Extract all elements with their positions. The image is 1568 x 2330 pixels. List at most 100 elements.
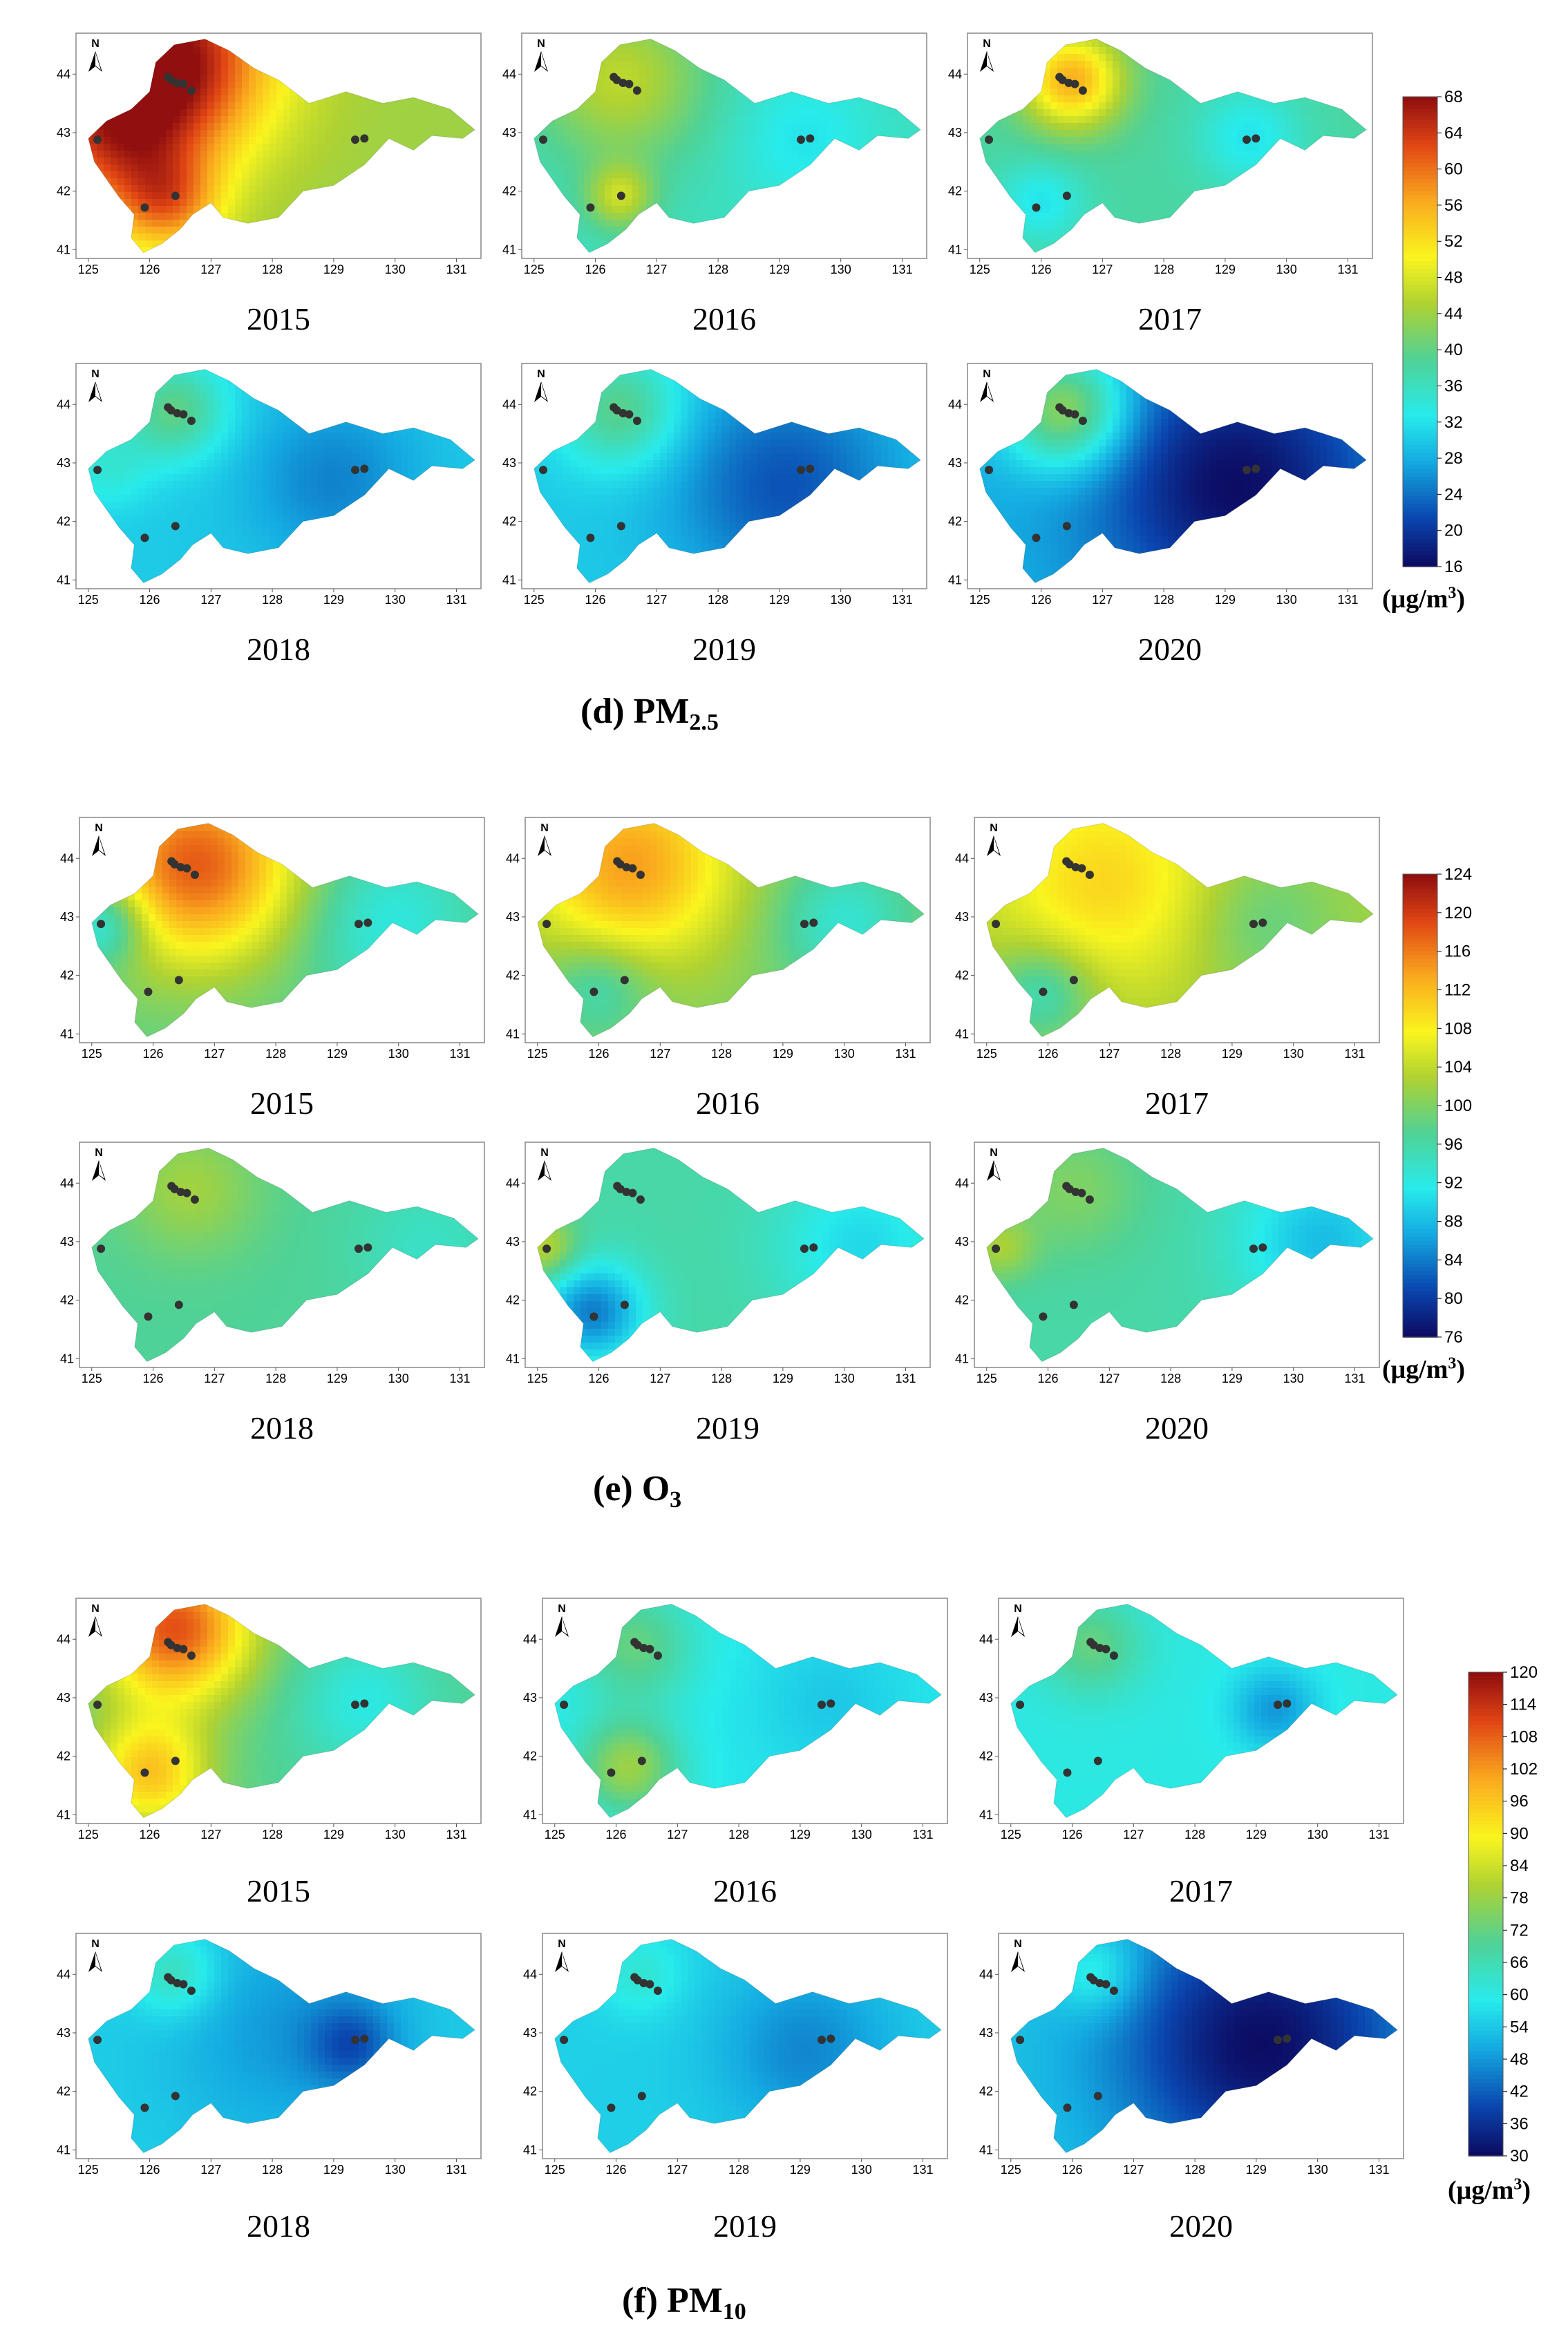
monitoring-station-dot	[992, 920, 1001, 929]
monitoring-station-dot	[173, 78, 182, 87]
section-title-e: (e) O3	[593, 1468, 681, 1513]
year-label-e-2019: 2019	[624, 1410, 831, 1446]
colorbar-tick-label: 40	[1444, 341, 1463, 359]
monitoring-station-dot	[1095, 1978, 1104, 1987]
colorbar-tick-label: 16	[1444, 558, 1463, 576]
y-tick-label: 43	[502, 126, 516, 140]
colorbar-tick-label: 120	[1510, 1663, 1538, 1682]
unit-label-f: (μg/m3)	[1448, 2175, 1531, 2206]
x-tick-label: 130	[1276, 263, 1297, 276]
year-label-f-2017: 2017	[1097, 1873, 1305, 1909]
monitoring-station-dot	[350, 135, 359, 144]
monitoring-station-dot	[560, 2036, 569, 2045]
x-tick-label: 127	[1123, 2163, 1144, 2177]
x-tick-label: 125	[976, 1372, 997, 1385]
monitoring-station-dot	[144, 987, 153, 996]
map-panel-d-2017: N 125 126 127 128 129 130 131 44 43 42 41	[948, 32, 1373, 276]
y-tick-label: 41	[955, 1352, 969, 1365]
monitoring-station-dot	[360, 134, 369, 143]
colorbar-tick-label: 24	[1444, 485, 1463, 504]
monitoring-station-dot	[613, 1182, 622, 1191]
monitoring-station-dot	[164, 403, 173, 412]
x-tick-label: 129	[323, 263, 344, 276]
colorbar-tick-label: 90	[1510, 1824, 1529, 1843]
y-tick-label: 42	[955, 969, 969, 983]
y-tick-label: 44	[506, 1176, 520, 1190]
unit-label-e: (μg/m3)	[1382, 1354, 1465, 1385]
y-tick-label: 42	[60, 1294, 74, 1307]
x-tick-label: 125	[82, 1372, 102, 1385]
monitoring-station-dot	[1093, 1756, 1102, 1765]
x-tick-label: 127	[1092, 263, 1113, 276]
monitoring-station-dot	[1070, 410, 1079, 419]
monitoring-station-dot	[539, 466, 548, 475]
x-tick-label: 131	[895, 1372, 916, 1385]
year-label-f-2020: 2020	[1097, 2208, 1305, 2244]
x-tick-label: 125	[78, 1828, 99, 1841]
x-tick-label: 125	[970, 263, 990, 276]
y-tick-label: 41	[979, 1808, 993, 1821]
y-tick-label: 43	[57, 456, 70, 470]
north-label: N	[91, 368, 100, 380]
monitoring-station-dot	[174, 976, 183, 985]
y-tick-label: 44	[502, 397, 516, 411]
monitoring-station-dot	[628, 1188, 637, 1197]
x-tick-label: 127	[200, 1828, 221, 1841]
y-tick-label: 42	[506, 969, 520, 983]
x-tick-label: 130	[831, 263, 851, 276]
monitoring-station-dot	[1086, 1638, 1095, 1647]
monitoring-station-dot	[625, 79, 634, 88]
y-tick-label: 44	[57, 1632, 70, 1646]
map-panel-d-2016: N 125 126 127 128 129 130 131 44 43 42 41	[502, 32, 927, 276]
monitoring-station-dot	[1258, 1243, 1267, 1252]
x-tick-label: 125	[524, 593, 545, 607]
colorbar-tick-label: 76	[1444, 1328, 1463, 1347]
x-tick-label: 127	[1092, 593, 1113, 607]
region-outline	[537, 822, 925, 1038]
monitoring-station-dot	[1077, 864, 1086, 873]
colorbar-tick-label: 48	[1510, 2050, 1529, 2069]
monitoring-station-dot	[1283, 1699, 1292, 1708]
colorbar-tick-label: 68	[1444, 88, 1463, 106]
monitoring-station-dot	[173, 1643, 182, 1652]
section-title-f: (f) PM10	[622, 2280, 746, 2325]
monitoring-station-dot	[542, 920, 551, 929]
x-tick-label: 129	[327, 1047, 348, 1061]
monitoring-station-dot	[173, 1978, 182, 1987]
year-label-e-2017: 2017	[1073, 1085, 1281, 1121]
y-tick-label: 42	[57, 2085, 70, 2099]
year-label-d-2020: 2020	[1066, 631, 1274, 667]
x-tick-label: 125	[78, 593, 99, 607]
monitoring-station-dot	[187, 1986, 196, 1995]
y-tick-label: 42	[955, 1294, 969, 1307]
y-tick-label: 44	[979, 1967, 993, 1981]
monitoring-station-dot	[618, 78, 627, 87]
x-tick-label: 130	[1307, 2163, 1328, 2177]
y-tick-label: 43	[523, 2026, 537, 2040]
monitoring-station-dot	[796, 135, 805, 144]
y-tick-label: 44	[979, 1632, 993, 1646]
monitoring-station-dot	[637, 1756, 646, 1765]
monitoring-station-dot	[140, 2103, 149, 2112]
region-outline	[986, 1147, 1374, 1363]
monitoring-station-dot	[1242, 466, 1251, 475]
x-tick-label: 126	[606, 1828, 627, 1841]
y-tick-label: 42	[948, 515, 962, 529]
year-label-e-2016: 2016	[624, 1085, 831, 1121]
x-tick-label: 127	[667, 2163, 688, 2177]
colorbar-tick-label: 104	[1444, 1058, 1472, 1077]
monitoring-station-dot	[622, 862, 631, 871]
monitoring-station-dot	[1055, 403, 1064, 412]
y-tick-label: 41	[57, 573, 70, 587]
map-panel-e-2019: N 125 126 127 128 129 130 131 44 43 42 41	[506, 1142, 931, 1385]
map-panel-d-2015: N 125 126 127 128 129 130 131 44 43 42 41	[57, 32, 482, 276]
colorbar-tick-label: 80	[1444, 1289, 1463, 1308]
x-tick-label: 126	[143, 1372, 164, 1385]
monitoring-station-dot	[174, 1300, 183, 1309]
monitoring-station-dot	[187, 1651, 196, 1660]
y-tick-label: 43	[948, 126, 962, 140]
monitoring-station-dot	[171, 2092, 180, 2101]
north-label: N	[540, 1147, 549, 1159]
monitoring-station-dot	[1062, 522, 1071, 531]
x-tick-label: 128	[265, 1047, 286, 1061]
